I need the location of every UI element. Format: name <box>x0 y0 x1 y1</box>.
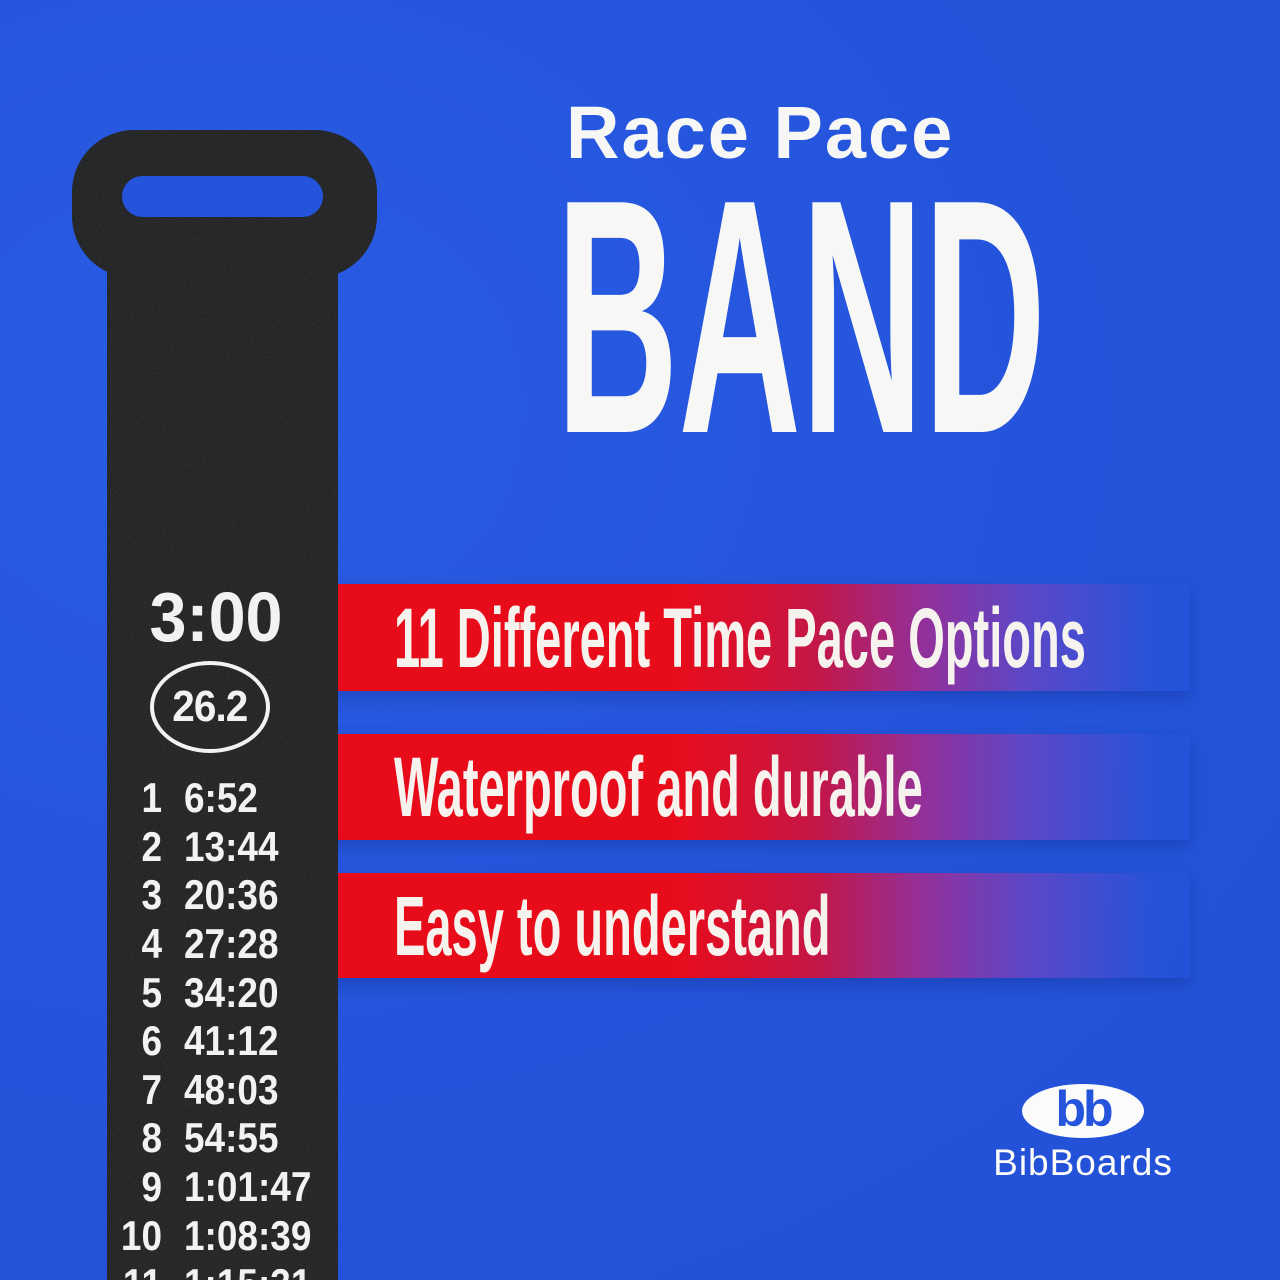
bibboards-logo: bb BibBoards <box>980 1084 1186 1184</box>
title-band-wordmark: BAND <box>556 130 1046 503</box>
title-race-pace: Race Pace <box>566 91 955 174</box>
split-row: 7 48:03 <box>107 1066 338 1115</box>
feature-banner-1-label: 11 Different Time Pace Options <box>394 590 1086 685</box>
split-row: 9 1:01:47 <box>107 1163 338 1212</box>
split-row: 4 27:28 <box>107 920 338 969</box>
split-row: 2 13:44 <box>107 823 338 872</box>
split-row: 8 54:55 <box>107 1114 338 1163</box>
splits-list: 1 6:52 2 13:44 3 20:36 4 27:28 5 34:20 6… <box>107 774 338 1280</box>
split-mile-number: 5 <box>141 968 162 1016</box>
distance-label: 26.2 <box>172 682 248 731</box>
split-cumulative-time: 41:12 <box>184 1017 279 1065</box>
split-cumulative-time: 34:20 <box>184 968 279 1016</box>
fabric-noise-texture <box>107 236 338 1280</box>
split-cumulative-time: 27:28 <box>184 920 279 968</box>
goal-time: 3:00 <box>149 578 283 656</box>
split-cumulative-time: 54:55 <box>184 1114 279 1162</box>
split-cumulative-time: 1:08:39 <box>184 1211 312 1259</box>
split-mile-number: 6 <box>141 1017 162 1065</box>
split-cumulative-time: 1:01:47 <box>184 1163 312 1211</box>
distance-oval-badge: 26.2 <box>150 661 270 753</box>
split-mile-number: 1 <box>141 774 162 822</box>
title-band-text: BAND <box>556 130 1046 503</box>
split-mile-number: 9 <box>141 1163 162 1211</box>
split-mile-number: 11 <box>118 1260 162 1280</box>
split-cumulative-time: 1:15:31 <box>184 1260 311 1280</box>
bb-monogram: bb <box>1055 1081 1113 1137</box>
split-cumulative-time: 13:44 <box>184 822 279 870</box>
split-cumulative-time: 20:36 <box>184 871 279 919</box>
feature-banner-1: 11 Different Time Pace Options <box>300 584 1190 691</box>
feature-banner-3-label: Easy to understand <box>394 878 831 973</box>
split-row: 1 6:52 <box>107 774 338 823</box>
split-mile-number: 3 <box>141 871 162 919</box>
split-mile-number: 4 <box>141 920 162 968</box>
split-row: 10 1:08:39 <box>107 1211 338 1260</box>
pace-band-content: 3:00 26.2 1 6:52 2 13:44 3 20:36 4 27:28… <box>107 0 338 1280</box>
split-row: 11 1:15:31 <box>107 1260 338 1280</box>
feature-banner-2-label: Waterproof and durable <box>394 740 923 834</box>
bibboards-wordmark: BibBoards <box>993 1142 1173 1183</box>
bibboards-oval-icon: bb <box>1022 1084 1144 1138</box>
split-row: 5 34:20 <box>107 968 338 1017</box>
split-row: 6 41:12 <box>107 1017 338 1066</box>
split-cumulative-time: 48:03 <box>184 1065 279 1113</box>
feature-banner-3: Easy to understand <box>300 873 1190 978</box>
split-mile-number: 2 <box>141 822 162 870</box>
split-row: 3 20:36 <box>107 871 338 920</box>
split-cumulative-time: 6:52 <box>184 774 258 822</box>
split-mile-number: 8 <box>141 1114 162 1162</box>
pace-band-strap-slot <box>122 176 323 217</box>
split-mile-number: 7 <box>141 1065 162 1113</box>
pace-band-strap <box>107 236 338 1280</box>
feature-banner-2: Waterproof and durable <box>300 734 1190 840</box>
split-mile-number: 10 <box>120 1211 162 1259</box>
